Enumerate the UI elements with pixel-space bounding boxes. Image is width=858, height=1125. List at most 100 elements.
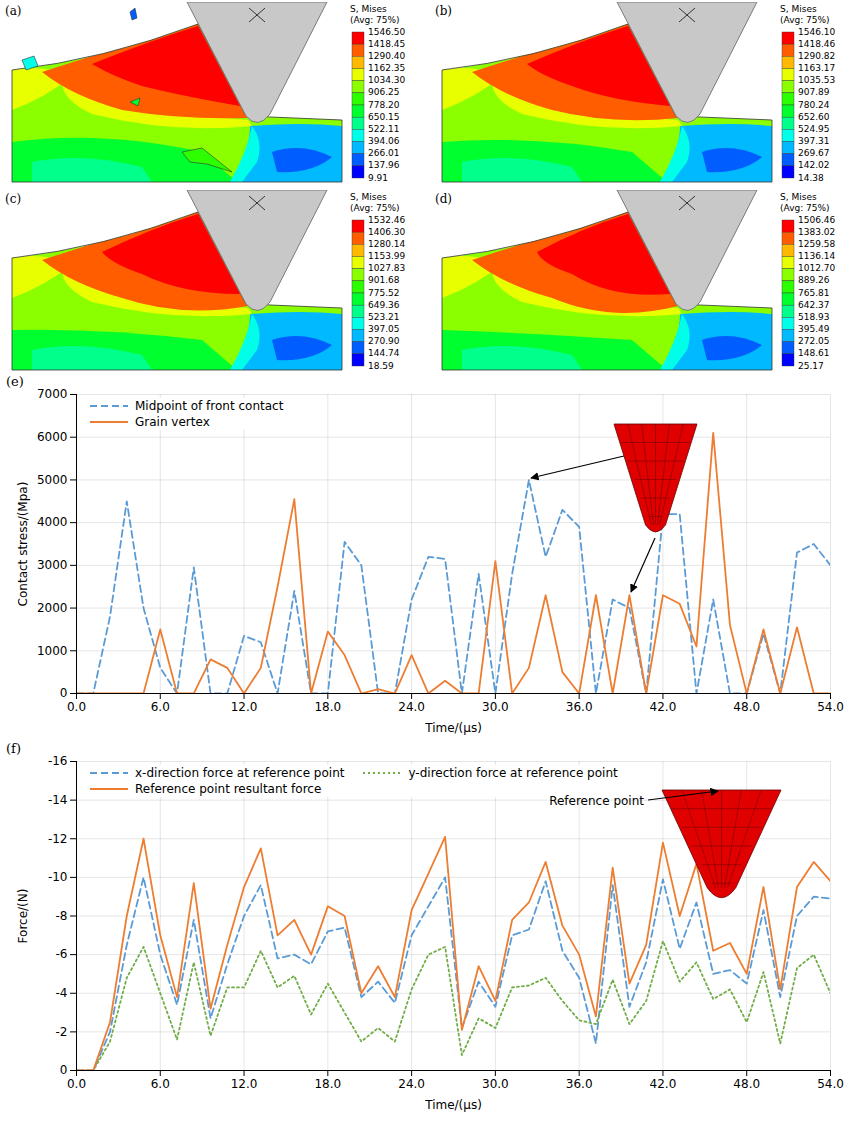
- svg-text:1259.58: 1259.58: [798, 239, 835, 249]
- svg-text:42.0: 42.0: [650, 1077, 677, 1091]
- svg-text:395.49: 395.49: [798, 324, 830, 334]
- svg-text:901.68: 901.68: [368, 275, 400, 285]
- svg-text:S, Mises: S, Mises: [350, 4, 387, 14]
- svg-text:1163.17: 1163.17: [798, 63, 835, 73]
- svg-text:48.0: 48.0: [733, 1077, 760, 1091]
- svg-text:524.95: 524.95: [798, 124, 830, 134]
- svg-text:269.67: 269.67: [798, 148, 830, 158]
- svg-text:Time/(μs): Time/(μs): [424, 1098, 482, 1112]
- svg-text:Force/(N): Force/(N): [16, 889, 30, 944]
- svg-text:906.25: 906.25: [368, 87, 400, 97]
- svg-text:-4: -4: [56, 986, 68, 1000]
- svg-text:142.02: 142.02: [798, 160, 830, 170]
- svg-text:4000: 4000: [37, 515, 68, 529]
- svg-text:394.06: 394.06: [368, 136, 400, 146]
- svg-text:-2: -2: [56, 1025, 68, 1039]
- svg-text:54.0: 54.0: [817, 700, 844, 714]
- svg-text:(b): (b): [435, 4, 452, 18]
- svg-text:1034.30: 1034.30: [368, 75, 405, 85]
- svg-text:Contact stress/(Mpa): Contact stress/(Mpa): [16, 482, 30, 607]
- svg-text:0.0: 0.0: [67, 1077, 86, 1091]
- svg-text:518.93: 518.93: [798, 312, 830, 322]
- svg-text:778.20: 778.20: [368, 100, 400, 110]
- svg-text:1136.14: 1136.14: [798, 251, 835, 261]
- svg-text:18.0: 18.0: [314, 700, 341, 714]
- svg-text:-12: -12: [48, 832, 68, 846]
- svg-text:Reference point: Reference point: [549, 794, 644, 808]
- svg-text:42.0: 42.0: [650, 700, 677, 714]
- svg-text:(c): (c): [5, 192, 21, 206]
- svg-text:Time/(μs): Time/(μs): [424, 721, 482, 735]
- svg-text:-10: -10: [48, 870, 68, 884]
- svg-text:137.96: 137.96: [368, 160, 400, 170]
- svg-text:1418.46: 1418.46: [798, 39, 835, 49]
- svg-text:25.17: 25.17: [798, 361, 824, 371]
- svg-text:649.36: 649.36: [368, 300, 400, 310]
- svg-text:S, Mises: S, Mises: [780, 4, 817, 14]
- svg-text:1406.30: 1406.30: [368, 227, 405, 237]
- svg-text:272.05: 272.05: [798, 336, 830, 346]
- svg-text:(Avg: 75%): (Avg: 75%): [780, 203, 830, 213]
- svg-text:24.0: 24.0: [398, 700, 425, 714]
- svg-text:30.0: 30.0: [482, 700, 509, 714]
- svg-text:0: 0: [60, 1063, 68, 1077]
- svg-text:1162.35: 1162.35: [368, 63, 405, 73]
- svg-text:907.89: 907.89: [798, 87, 830, 97]
- svg-text:(a): (a): [5, 4, 22, 18]
- svg-text:S, Mises: S, Mises: [350, 192, 387, 202]
- svg-text:780.24: 780.24: [798, 100, 830, 110]
- svg-text:2000: 2000: [37, 601, 68, 615]
- svg-text:522.11: 522.11: [368, 124, 400, 134]
- svg-text:1027.83: 1027.83: [368, 263, 405, 273]
- svg-text:642.37: 642.37: [798, 300, 830, 310]
- svg-text:-14: -14: [48, 793, 68, 807]
- svg-text:24.0: 24.0: [398, 1077, 425, 1091]
- svg-text:397.05: 397.05: [368, 324, 400, 334]
- svg-text:1012.70: 1012.70: [798, 263, 835, 273]
- svg-text:775.52: 775.52: [368, 288, 400, 298]
- svg-text:6.0: 6.0: [151, 1077, 170, 1091]
- svg-text:1153.99: 1153.99: [368, 251, 405, 261]
- svg-text:1383.02: 1383.02: [798, 227, 835, 237]
- svg-text:266.01: 266.01: [368, 148, 400, 158]
- svg-text:3000: 3000: [37, 558, 68, 572]
- svg-text:1546.50: 1546.50: [368, 27, 405, 37]
- svg-text:-16: -16: [48, 754, 68, 768]
- svg-text:765.81: 765.81: [798, 288, 830, 298]
- svg-text:1280.14: 1280.14: [368, 239, 405, 249]
- svg-text:144.74: 144.74: [368, 348, 400, 358]
- svg-text:397.31: 397.31: [798, 136, 830, 146]
- svg-text:650.15: 650.15: [368, 112, 400, 122]
- svg-text:-8: -8: [56, 909, 68, 923]
- svg-text:30.0: 30.0: [482, 1077, 509, 1091]
- svg-text:0: 0: [60, 686, 68, 700]
- svg-text:(Avg: 75%): (Avg: 75%): [350, 15, 400, 25]
- svg-text:18.59: 18.59: [368, 361, 394, 371]
- svg-text:523.21: 523.21: [368, 312, 400, 322]
- svg-text:0.0: 0.0: [67, 700, 86, 714]
- svg-text:14.38: 14.38: [798, 173, 824, 183]
- svg-text:1035.53: 1035.53: [798, 75, 835, 85]
- svg-text:6000: 6000: [37, 430, 68, 444]
- svg-text:1290.82: 1290.82: [798, 51, 835, 61]
- svg-text:5000: 5000: [37, 473, 68, 487]
- svg-text:12.0: 12.0: [231, 1077, 258, 1091]
- svg-text:(Avg: 75%): (Avg: 75%): [780, 15, 830, 25]
- svg-text:148.61: 148.61: [798, 348, 830, 358]
- svg-text:54.0: 54.0: [817, 1077, 844, 1091]
- svg-text:270.90: 270.90: [368, 336, 400, 346]
- svg-text:9.91: 9.91: [368, 173, 388, 183]
- svg-text:(d): (d): [435, 192, 452, 206]
- svg-text:(Avg: 75%): (Avg: 75%): [350, 203, 400, 213]
- svg-text:S, Mises: S, Mises: [780, 192, 817, 202]
- svg-text:12.0: 12.0: [231, 700, 258, 714]
- svg-text:48.0: 48.0: [733, 700, 760, 714]
- svg-text:36.0: 36.0: [566, 700, 593, 714]
- svg-text:652.60: 652.60: [798, 112, 830, 122]
- svg-text:-6: -6: [56, 947, 68, 961]
- svg-text:1000: 1000: [37, 644, 68, 658]
- svg-text:6.0: 6.0: [151, 700, 170, 714]
- svg-text:1532.46: 1532.46: [368, 215, 405, 225]
- svg-text:36.0: 36.0: [566, 1077, 593, 1091]
- svg-text:1506.46: 1506.46: [798, 215, 835, 225]
